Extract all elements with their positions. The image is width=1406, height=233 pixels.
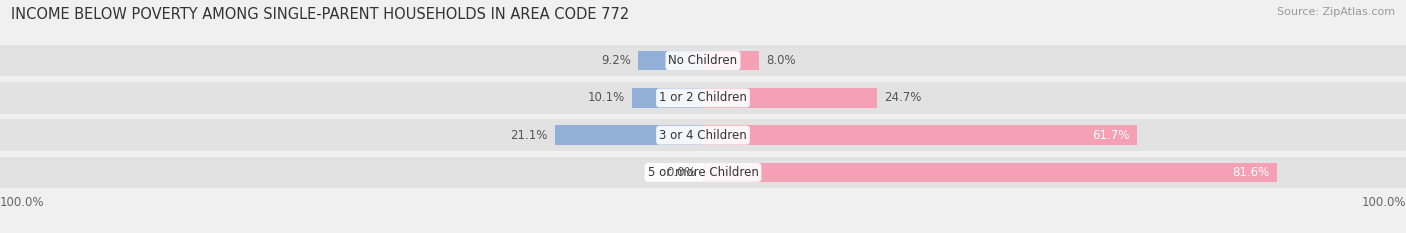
Bar — [0, 157, 1406, 188]
Bar — [703, 125, 1136, 145]
Text: 10.1%: 10.1% — [588, 91, 624, 104]
Bar — [703, 163, 1277, 182]
Bar — [0, 119, 1406, 151]
Text: Source: ZipAtlas.com: Source: ZipAtlas.com — [1277, 7, 1395, 17]
Text: 1 or 2 Children: 1 or 2 Children — [659, 91, 747, 104]
Text: 0.0%: 0.0% — [666, 166, 696, 179]
Text: 21.1%: 21.1% — [510, 129, 547, 142]
Text: 81.6%: 81.6% — [1233, 166, 1270, 179]
Text: 3 or 4 Children: 3 or 4 Children — [659, 129, 747, 142]
Bar — [554, 125, 703, 145]
Bar — [0, 45, 1406, 76]
Bar — [703, 51, 759, 70]
Bar — [633, 88, 703, 108]
Text: 61.7%: 61.7% — [1092, 129, 1130, 142]
Text: 24.7%: 24.7% — [884, 91, 921, 104]
Bar — [0, 82, 1406, 114]
Bar — [638, 51, 703, 70]
Text: 100.0%: 100.0% — [1361, 195, 1406, 209]
Text: 100.0%: 100.0% — [0, 195, 45, 209]
Bar — [703, 88, 877, 108]
Text: 5 or more Children: 5 or more Children — [648, 166, 758, 179]
Text: 9.2%: 9.2% — [602, 54, 631, 67]
Text: 8.0%: 8.0% — [766, 54, 796, 67]
Text: INCOME BELOW POVERTY AMONG SINGLE-PARENT HOUSEHOLDS IN AREA CODE 772: INCOME BELOW POVERTY AMONG SINGLE-PARENT… — [11, 7, 630, 22]
Text: No Children: No Children — [668, 54, 738, 67]
